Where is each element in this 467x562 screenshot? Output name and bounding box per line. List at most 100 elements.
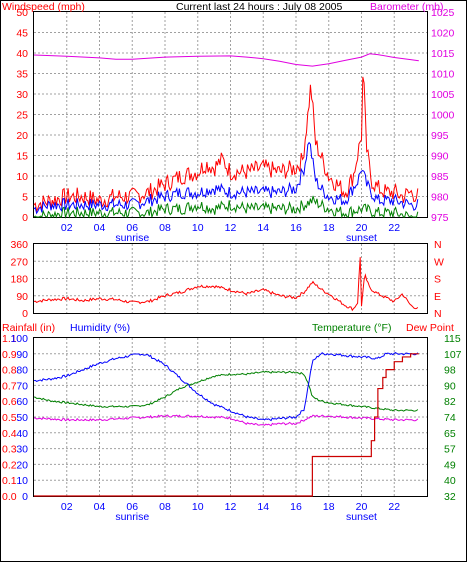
baro-tick-label: 995 [431, 130, 449, 142]
direction-tick-label: 360 [10, 239, 28, 251]
rain-tick-label: 0.3 [2, 444, 17, 456]
wind-tick-label: 30 [16, 89, 28, 101]
temp-tick-label: 49 [444, 459, 456, 471]
rain-tick-label: 1.1 [2, 333, 17, 345]
temperature-axis-title: Temperature (°F) [312, 322, 391, 334]
baro-tick-label: 1020 [431, 28, 455, 40]
hour-tick-label: 14 [257, 222, 269, 234]
humidity-tick-label: 40 [16, 428, 28, 440]
rain-hour-tick-label: 14 [257, 501, 269, 513]
baro-axis-title: Barometer (mb) [370, 1, 444, 13]
sunrise-label: sunrise [115, 232, 149, 244]
rain-tick-label: 0.7 [2, 380, 17, 392]
compass-label: E [434, 291, 441, 303]
hour-tick-label: 10 [192, 222, 204, 234]
temp-tick-label: 65 [444, 428, 456, 440]
dewpoint-axis-title: Dew Point [406, 322, 454, 334]
rain-tick-label: 0.9 [2, 349, 17, 361]
hour-tick-label: 20 [356, 222, 368, 234]
temp-tick-label: 90 [444, 380, 456, 392]
temp-tick-label: 98 [444, 365, 456, 377]
rain-hour-tick-label: 08 [159, 501, 171, 513]
temp-tick-label: 57 [444, 444, 456, 456]
compass-label: N [434, 239, 442, 251]
baro-tick-label: 975 [431, 212, 449, 224]
baro-tick-label: 980 [431, 192, 449, 204]
hour-tick-label: 02 [61, 222, 73, 234]
wind-low-line [33, 195, 419, 219]
rain-hour-tick-label: 22 [388, 501, 400, 513]
rainfall-axis-title: Rainfall (in) [2, 322, 55, 334]
wind-tick-label: 25 [16, 110, 28, 122]
temperature-line [33, 370, 419, 412]
compass-label: N [434, 308, 442, 320]
baro-tick-label: 1015 [431, 48, 455, 60]
wind-tick-label: 0 [22, 212, 28, 224]
baro-tick-label: 1010 [431, 69, 455, 81]
wind-tick-label: 50 [16, 7, 28, 19]
rain-hour-tick-label: 16 [290, 501, 302, 513]
baro-tick-label: 985 [431, 171, 449, 183]
temp-tick-label: 32 [444, 491, 456, 503]
humidity-line [33, 352, 419, 422]
humidity-tick-label: 10 [16, 475, 28, 487]
humidity-tick-label: 60 [16, 396, 28, 408]
direction-tick-label: 180 [10, 274, 28, 286]
wind-axis-title: Windspeed (mph) [2, 1, 85, 13]
baro-tick-label: 1025 [431, 7, 455, 19]
rain-hour-tick-label: 12 [225, 501, 237, 513]
hour-tick-label: 16 [290, 222, 302, 234]
baro-tick-label: 990 [431, 151, 449, 163]
direction-tick-label: 90 [16, 291, 28, 303]
hour-tick-label: 08 [159, 222, 171, 234]
wind-tick-label: 15 [16, 151, 28, 163]
wind-tick-label: 10 [16, 171, 28, 183]
rain-hour-tick-label: 06 [126, 501, 138, 513]
temp-tick-label: 40 [444, 475, 456, 487]
hour-tick-label: 18 [323, 222, 335, 234]
barometer-line [33, 53, 419, 67]
sunset-label: sunset [346, 232, 377, 244]
humidity-tick-label: 30 [16, 444, 28, 456]
humidity-tick-label: 20 [16, 459, 28, 471]
series-layer [33, 53, 419, 497]
rain-tick-label: 0.4 [2, 428, 17, 440]
direction-panel-frame [33, 243, 428, 314]
rain-tick-label: 0.0 [2, 491, 17, 503]
baro-tick-label: 1005 [431, 89, 455, 101]
hour-tick-label: 12 [225, 222, 237, 234]
hour-tick-label: 06 [126, 222, 138, 234]
humidity-tick-label: 80 [16, 365, 28, 377]
humidity-tick-label: 100 [10, 333, 28, 345]
temp-tick-label: 115 [444, 333, 461, 345]
direction-tick-label: 270 [10, 256, 28, 268]
humidity-tick-label: 90 [16, 349, 28, 361]
humidity-tick-label: 0 [22, 491, 28, 503]
gust-line [33, 76, 419, 213]
rain-tick-label: 0.1 [2, 475, 17, 487]
wind-tick-label: 35 [16, 69, 28, 81]
rain-hour-tick-label: 04 [94, 501, 106, 513]
compass-label: S [434, 274, 441, 286]
baro-tick-label: 1000 [431, 110, 455, 122]
rain-tick-label: 0.8 [2, 365, 17, 377]
hour-tick-label: 04 [94, 222, 106, 234]
humidity-tick-label: 50 [16, 412, 28, 424]
avg-wind-line [33, 141, 419, 215]
chart-title: Current last 24 hours : July 08 2005 [176, 1, 343, 13]
sunrise-label-bottom: sunrise [115, 511, 149, 523]
sunset-label-bottom: sunset [346, 511, 377, 523]
rain-tick-label: 0.6 [2, 396, 17, 408]
direction-line [33, 257, 419, 312]
wind-panel-frame [33, 11, 428, 218]
rain-tick-label: 0.2 [2, 459, 17, 471]
label-layer: 0510152025303540455097598098599099510001… [2, 7, 462, 523]
hour-tick-label: 22 [388, 222, 400, 234]
direction-tick-label: 0 [22, 308, 28, 320]
rainfall-line [34, 353, 419, 497]
rain-hour-tick-label: 18 [323, 501, 335, 513]
wind-tick-label: 45 [16, 28, 28, 40]
